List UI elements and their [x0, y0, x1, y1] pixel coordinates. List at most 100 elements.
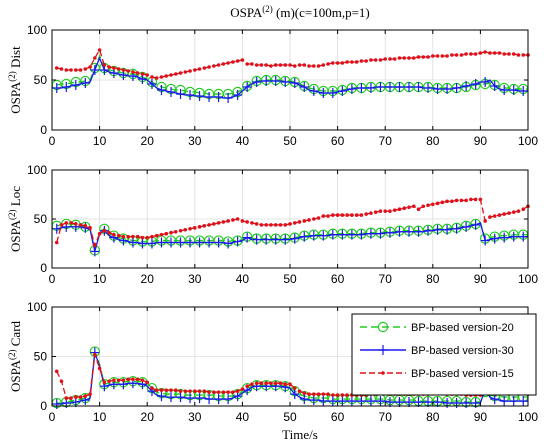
data-point-version-15: [378, 209, 383, 213]
legend-label: BP-based version-30: [411, 345, 514, 357]
x-tick-label: 10: [93, 410, 107, 424]
data-point-version-15: [331, 213, 335, 217]
x-tick-label: 20: [141, 410, 155, 424]
data-point-version-15: [97, 48, 102, 52]
data-point-version-15: [121, 234, 126, 239]
data-point-version-15: [421, 55, 426, 59]
data-point-version-15: [69, 68, 73, 72]
data-point-version-15: [74, 222, 78, 226]
data-point-version-15: [312, 217, 316, 221]
data-point-version-15: [502, 212, 507, 216]
y-tick-label: 50: [34, 73, 48, 87]
data-point-version-15: [207, 223, 211, 227]
data-point-version-30: [309, 395, 319, 406]
data-point-version-15: [302, 391, 307, 395]
data-point-version-15: [364, 212, 368, 216]
data-point-version-15: [193, 226, 197, 230]
data-point-version-15: [331, 61, 335, 65]
data-point-version-15: [83, 394, 88, 398]
data-point-version-30: [242, 232, 252, 243]
x-tick-label: 30: [188, 134, 202, 148]
data-point-version-15: [511, 52, 516, 56]
data-point-version-15: [131, 234, 135, 239]
data-point-version-30: [356, 83, 366, 93]
x-tick-label: 90: [474, 134, 488, 148]
data-point-version-15: [340, 213, 345, 217]
data-point-version-15: [202, 224, 207, 228]
data-point-version-15: [164, 231, 169, 236]
data-point-version-15: [426, 55, 430, 59]
data-point-version-15: [483, 50, 487, 54]
data-point-version-30: [299, 231, 309, 242]
data-point-version-15: [64, 221, 69, 225]
data-point-version-15: [321, 63, 326, 67]
data-point-version-15: [74, 395, 78, 399]
data-point-version-15: [140, 235, 145, 240]
data-point-version-15: [83, 67, 88, 71]
data-point-version-30: [214, 237, 224, 248]
data-point-version-15: [97, 366, 102, 371]
x-tick-label: 50: [283, 134, 297, 148]
data-point-version-15: [259, 381, 264, 386]
data-point-version-30: [242, 82, 252, 92]
data-point-version-30: [337, 396, 347, 407]
data-point-version-15: [231, 218, 235, 222]
data-point-version-15: [302, 63, 307, 67]
data-point-version-15: [431, 54, 435, 58]
data-point-version-15: [445, 199, 449, 204]
data-point-version-15: [259, 63, 264, 67]
data-point-version-30: [375, 228, 385, 239]
data-point-version-30: [423, 83, 433, 93]
data-point-version-15: [521, 207, 526, 211]
data-point-version-15: [78, 223, 83, 227]
data-point-version-15: [116, 67, 121, 71]
data-point-version-30: [214, 394, 224, 405]
x-tick-label: 40: [236, 134, 250, 148]
data-point-version-15: [121, 378, 126, 383]
data-point-version-15: [345, 213, 349, 217]
data-point-version-30: [328, 229, 338, 240]
data-point-version-30: [166, 87, 176, 97]
data-point-version-15: [369, 58, 373, 62]
data-point-version-15: [340, 61, 345, 65]
data-point-version-15: [435, 54, 440, 58]
data-point-version-15: [373, 210, 378, 214]
data-point-version-30: [309, 230, 319, 241]
data-point-version-15: [154, 76, 159, 80]
data-point-version-15: [88, 226, 92, 230]
x-axis-label: Time/s: [282, 427, 318, 442]
x-tick-label: 10: [93, 134, 107, 148]
data-point-version-15: [193, 389, 197, 393]
x-tick-label: 80: [426, 272, 440, 286]
data-point-version-15: [93, 243, 97, 248]
data-point-version-30: [518, 86, 528, 96]
data-point-version-15: [202, 66, 207, 70]
data-point-version-30: [480, 235, 490, 246]
data-point-version-15: [159, 75, 164, 79]
data-point-version-30: [433, 84, 443, 94]
data-point-version-30: [394, 82, 404, 92]
y-axis-label: OSPA(2) Loc: [7, 186, 23, 252]
data-point-version-15: [497, 51, 502, 55]
x-tick-label: 40: [236, 410, 250, 424]
data-point-version-30: [337, 229, 347, 240]
data-point-version-30: [490, 394, 500, 405]
data-point-version-15: [188, 69, 192, 73]
data-point-version-15: [307, 392, 311, 396]
data-point-version-15: [321, 392, 326, 396]
data-point-version-15: [145, 380, 149, 385]
data-point-version-15: [335, 61, 340, 65]
data-point-version-15: [107, 65, 111, 69]
data-point-version-15: [78, 395, 83, 399]
data-point-version-15: [302, 219, 307, 223]
data-point-version-15: [416, 55, 421, 59]
data-point-version-15: [445, 54, 449, 58]
data-point-version-15: [83, 224, 88, 228]
data-point-version-15: [254, 381, 259, 386]
data-point-version-15: [350, 60, 354, 64]
data-point-version-30: [442, 224, 452, 235]
series-line-version-20: [56, 222, 528, 251]
data-point-version-15: [345, 60, 349, 64]
data-point-version-15: [392, 208, 397, 212]
data-point-version-15: [159, 232, 164, 237]
